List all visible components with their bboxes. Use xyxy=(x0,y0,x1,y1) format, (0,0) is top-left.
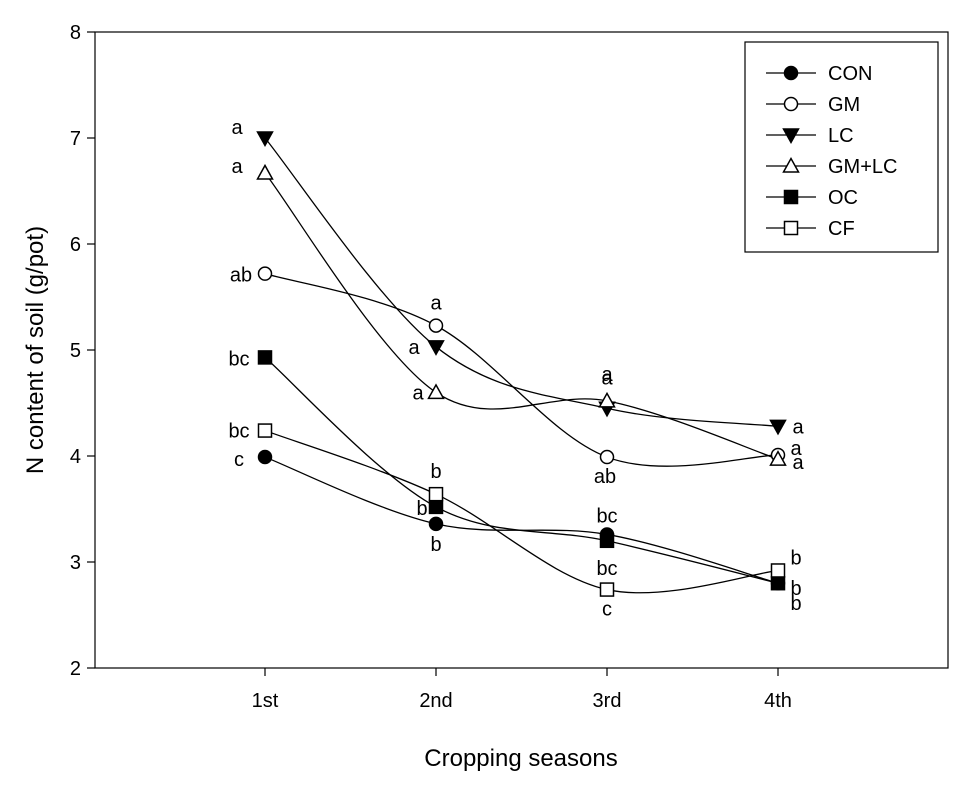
y-axis: 2 3 4 5 6 7 8 xyxy=(70,22,95,680)
legend-marker xyxy=(783,96,799,112)
significance-label: b xyxy=(430,534,441,556)
legend-marker xyxy=(782,128,800,145)
data-point-cf xyxy=(770,563,786,578)
x-axis: 1st 2nd 3rd 4th xyxy=(252,668,792,712)
significance-label: a xyxy=(601,367,613,389)
legend-label: CF xyxy=(828,218,855,240)
legend-marker xyxy=(783,65,799,81)
y-tick-label: 5 xyxy=(70,340,81,362)
significance-label: c xyxy=(602,599,612,621)
data-point-gm xyxy=(428,318,444,333)
data-point-oc xyxy=(770,575,786,591)
data-point-lc xyxy=(427,340,445,356)
data-point-oc xyxy=(599,533,615,549)
x-tick-label: 2nd xyxy=(419,690,452,712)
significance-label: b xyxy=(790,547,801,569)
y-axis-title: N content of soil (g/pot) xyxy=(22,226,49,474)
significance-label: a xyxy=(231,117,243,139)
significance-label: b xyxy=(416,498,427,520)
data-point-gm-lc xyxy=(769,450,787,466)
legend: CON GM LC GM+LC OC CF xyxy=(744,41,939,253)
data-point-gm-lc xyxy=(598,391,616,408)
data-point-gm xyxy=(599,449,615,465)
y-tick-label: 3 xyxy=(70,552,81,574)
significance-label: a xyxy=(792,452,804,474)
legend-box xyxy=(744,41,939,253)
y-tick-label: 7 xyxy=(70,128,81,150)
y-tick-label: 8 xyxy=(70,22,81,44)
significance-label: bc xyxy=(596,558,617,580)
y-tick-label: 4 xyxy=(70,446,81,468)
legend-marker xyxy=(783,220,799,236)
significance-label: b xyxy=(430,461,441,483)
data-point-gm-lc xyxy=(256,163,274,180)
data-point-oc xyxy=(428,499,444,515)
series-line-gm-lc xyxy=(264,172,779,460)
legend-label: OC xyxy=(828,187,858,209)
significance-label: a xyxy=(231,156,243,178)
significance-label: bc xyxy=(596,505,617,527)
data-point-gm-lc xyxy=(427,383,445,400)
significance-label: a xyxy=(412,382,424,404)
data-point-lc xyxy=(769,419,787,436)
y-tick-label: 6 xyxy=(70,234,81,256)
y-tick-label: 2 xyxy=(70,658,81,680)
data-point-cf xyxy=(428,486,444,502)
series-markers xyxy=(256,131,787,597)
series-line-lc xyxy=(264,137,779,427)
significance-label: ab xyxy=(230,265,252,287)
significance-label: bc xyxy=(228,348,249,370)
data-point-gm xyxy=(257,266,273,281)
data-point-con xyxy=(428,516,444,532)
significance-label: a xyxy=(792,416,804,438)
data-point-oc xyxy=(257,350,273,365)
x-tick-label: 1st xyxy=(252,690,279,712)
legend-label: CON xyxy=(828,63,872,85)
series-line-cf xyxy=(264,429,779,594)
data-point-cf xyxy=(257,423,273,438)
legend-label: LC xyxy=(828,125,854,147)
significance-label: c xyxy=(234,449,244,471)
significance-label: a xyxy=(408,337,420,359)
data-point-con xyxy=(257,449,273,465)
significance-label: a xyxy=(430,293,442,315)
legend-marker xyxy=(782,156,800,173)
series-line-oc xyxy=(264,356,779,584)
significance-label: bc xyxy=(228,421,249,443)
legend-marker xyxy=(783,189,799,205)
significance-label: a xyxy=(790,438,802,460)
data-point-cf xyxy=(599,582,615,597)
x-axis-title: Cropping seasons xyxy=(424,745,617,772)
significance-label: ab xyxy=(594,466,616,488)
x-tick-label: 4th xyxy=(764,690,792,712)
x-tick-label: 3rd xyxy=(593,690,622,712)
significance-label: a xyxy=(601,364,613,386)
legend-label: GM xyxy=(828,94,860,116)
data-point-lc xyxy=(256,131,274,148)
significance-label: b xyxy=(790,593,801,615)
series-line-gm xyxy=(264,273,779,467)
legend-label: GM+LC xyxy=(828,156,897,178)
significance-label: b xyxy=(790,578,801,600)
series-lines xyxy=(264,137,779,594)
